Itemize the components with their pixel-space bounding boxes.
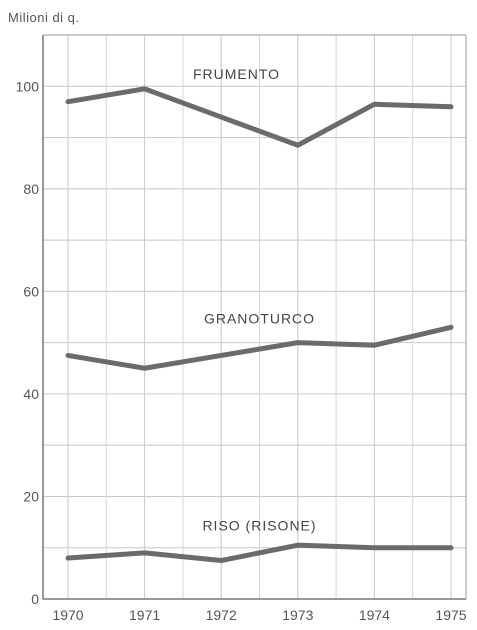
y-tick-label: 0 [31,591,39,607]
series-label: RISO (RISONE) [202,518,316,534]
y-tick-label: 80 [23,181,39,197]
x-tick-label: 1972 [206,607,237,623]
x-tick-label: 1970 [52,607,83,623]
series-line [65,86,454,148]
chart-labels: 0 20 40 60 80 100 1970 1971 1972 1973 1974 1975 FRUM… [16,66,467,623]
y-tick-label: 60 [23,283,39,299]
x-tick-label: 1974 [359,607,390,623]
y-tick-label: 100 [16,78,40,94]
series-label: GRANOTURCO [204,310,315,326]
y-axis-unit-label: Milioni di q. [8,10,80,25]
y-tick-label: 40 [23,386,39,402]
chart-series [65,86,454,564]
x-tick-label: 1975 [435,607,466,623]
x-tick-label: 1973 [282,607,313,623]
y-tick-label: 20 [23,488,39,504]
series-line [65,542,454,564]
chart-axes [42,34,467,600]
series-line [65,324,454,371]
series-label: FRUMENTO [193,66,280,82]
x-tick-label: 1971 [129,607,160,623]
